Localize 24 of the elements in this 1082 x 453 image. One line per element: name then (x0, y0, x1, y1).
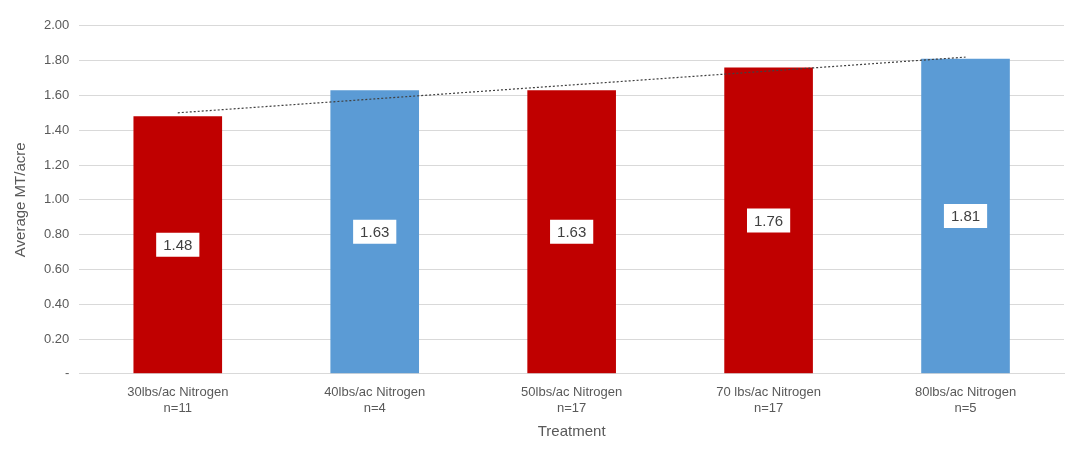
data-label: 1.63 (557, 222, 587, 240)
data-label: 1.48 (163, 235, 193, 253)
y-tick-label: 0.60 (43, 260, 70, 276)
y-tick-label: 1.80 (43, 52, 70, 68)
data-label: 1.81 (950, 207, 981, 225)
x-tick-label: 40lbs/ac Nitrogen n=4 (324, 384, 426, 415)
y-axis-title: Average MT/acre (11, 142, 29, 258)
x-tick-label: 70 lbs/ac Nitrogen n=17 (716, 384, 821, 415)
x-tick-label: 50lbs/ac Nitrogen n=17 (521, 384, 623, 415)
line-series (177, 56, 967, 114)
y-tick-label: 2.00 (43, 17, 70, 33)
y-tick-label: - (64, 365, 70, 381)
y-tick-label: 1.20 (43, 156, 70, 172)
y-tick-label: 0.80 (43, 226, 70, 242)
x-tick-label: 80lbs/ac Nitrogen n=5 (914, 384, 1017, 415)
data-label: 1.76 (753, 211, 784, 229)
y-tick-label: 0.20 (43, 330, 70, 346)
x-axis-title: Treatment (537, 422, 607, 440)
y-tick-label: 1.00 (43, 191, 70, 207)
data-label: 1.63 (360, 222, 390, 240)
x-tick-label: 30lbs/ac Nitrogen n=11 (127, 384, 229, 415)
y-tick-label: 1.60 (43, 86, 70, 102)
y-tick-label: 1.40 (43, 121, 70, 137)
y-tick-label: 0.40 (43, 295, 70, 311)
